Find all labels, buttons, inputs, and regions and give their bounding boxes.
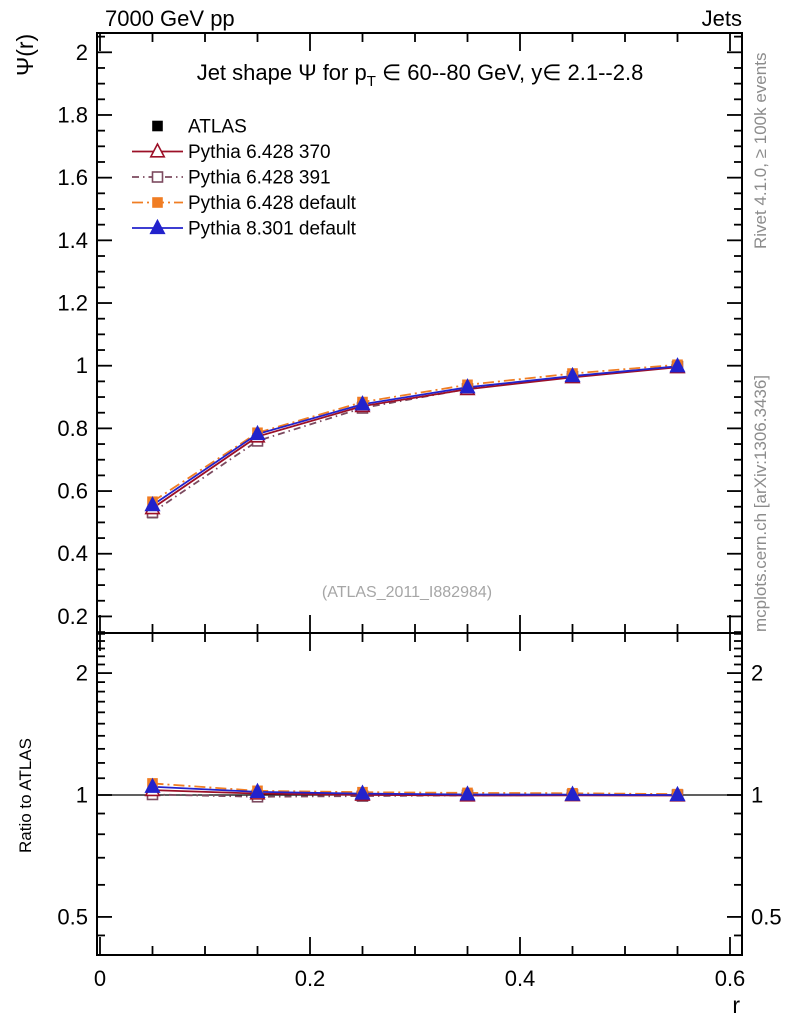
main-y-tick-label: 1.8: [57, 102, 88, 127]
legend-label: Pythia 8.301 default: [188, 219, 357, 240]
x-tick-label: 0: [94, 966, 106, 991]
legend-item-pythia-6-428-370: Pythia 6.428 370: [132, 142, 331, 163]
legend-label: Pythia 6.428 391: [188, 168, 331, 189]
main-y-tick-label: 1.2: [57, 291, 88, 316]
x-tick-label: 0.6: [715, 966, 746, 991]
watermark-label: (ATLAS_2011_I882984): [322, 584, 492, 601]
data-point-marker-pythia-8-301-default: [669, 785, 686, 802]
axes-frame: [96, 32, 743, 956]
data-point-marker-pythia-8-301-default: [459, 785, 476, 801]
data-point-marker-pythia-8-301-default: [149, 218, 166, 235]
data-point-marker-atlas: [152, 120, 163, 132]
ratio-y-tick-label-right: 1: [751, 783, 763, 808]
x-tick-label: 0.2: [295, 966, 326, 991]
ratio-line-pythia-6-428-391: [152, 793, 678, 798]
main-y-axis-label: Ψ(r): [12, 34, 38, 76]
data-series: [97, 357, 742, 803]
main-y-tick-label: 0.4: [57, 541, 88, 566]
header-left-label: 7000 GeV pp: [105, 6, 235, 31]
rivet-version-note: Rivet 4.1.0, ≥ 100k events: [751, 53, 770, 249]
ratio-y-tick-label: 1: [76, 783, 88, 808]
legend-label: Pythia 6.428 370: [188, 142, 331, 163]
ratio-y-tick-label-right: 2: [751, 661, 763, 686]
x-tick-label: 0.4: [505, 966, 536, 991]
data-point-marker-pythia-8-301-default: [249, 782, 266, 798]
main-y-tick-label: 0.8: [57, 416, 88, 441]
axis-ticks: 0.2 0.4 0.6 0.8 1 1.2 1.4 1.6 1.8 2 0 0.2 0.4 0.6 0.5 0…: [57, 33, 782, 991]
data-point-marker-pythia-6-428-391: [151, 171, 164, 183]
data-point-marker-pythia-8-301-default: [354, 784, 371, 800]
header-right-label: Jets: [702, 6, 742, 31]
ratio-line-pythia-6-428-default: [152, 782, 678, 796]
data-point-marker-pythia-6-428-default: [152, 197, 163, 208]
series-line-pythia-6-428-391: [151, 365, 678, 514]
main-y-tick-label: 1.6: [57, 165, 88, 190]
data-point-marker-pythia-8-301-default: [564, 785, 581, 801]
data-point-marker-pythia-8-301-default: [249, 424, 266, 441]
ratio-y-axis-label: Ratio to ATLAS: [16, 738, 35, 853]
legend-label: Pythia 6.428 default: [188, 193, 357, 214]
data-point-marker-pythia-6-428-370: [149, 142, 166, 158]
ratio-panel-frame: [96, 632, 743, 956]
main-y-tick-label: 1: [76, 353, 88, 378]
legend: ATLAS Pythia 6.428 370 Pythia 6.428 391 Pyt…: [132, 117, 357, 240]
legend-item-pythia-6-428-391: Pythia 6.428 391: [132, 168, 331, 189]
main-y-tick-label: 0.2: [57, 604, 88, 629]
legend-item-pythia-6-428-default: Pythia 6.428 default: [132, 193, 357, 214]
data-point-marker-pythia-8-301-default: [354, 395, 371, 411]
data-point-marker-pythia-8-301-default: [669, 357, 686, 373]
legend-item-atlas: ATLAS: [152, 117, 247, 138]
main-y-tick-label: 2: [76, 40, 88, 65]
main-y-tick-label: 0.6: [57, 479, 88, 504]
legend-label: ATLAS: [188, 117, 247, 138]
legend-item-pythia-8-301-default: Pythia 8.301 default: [132, 219, 357, 240]
x-axis-label: r: [732, 992, 740, 1018]
data-point-marker-pythia-8-301-default: [459, 378, 476, 394]
data-point-marker-pythia-8-301-default: [144, 496, 161, 512]
ratio-line-pythia-8-301-default: [152, 785, 678, 796]
main-y-tick-label: 1.4: [57, 228, 88, 253]
plot-title: Jet shape Ψ for pT ∈ 60--80 GeV, y∈ 2.1-…: [197, 60, 644, 90]
series-line-pythia-6-428-370: [151, 366, 678, 510]
title-rest: ∈ 60--80 GeV, y∈ 2.1--2.8: [376, 60, 643, 85]
mcplots-arxiv-note: mcplots.cern.ch [arXiv:1306.3436]: [751, 375, 770, 632]
ratio-y-tick-label: 0.5: [57, 904, 88, 929]
ratio-y-tick-label-right: 0.5: [751, 904, 782, 929]
ratio-y-tick-label: 2: [76, 661, 88, 686]
title-main: Jet shape Ψ for p: [197, 60, 367, 85]
data-point-marker-pythia-8-301-default: [564, 366, 581, 383]
title-subscript: T: [367, 73, 376, 90]
series-line-pythia-8-301-default: [151, 365, 678, 506]
series-line-pythia-6-428-default: [152, 363, 678, 503]
data-point-marker-pythia-8-301-default: [144, 777, 161, 793]
